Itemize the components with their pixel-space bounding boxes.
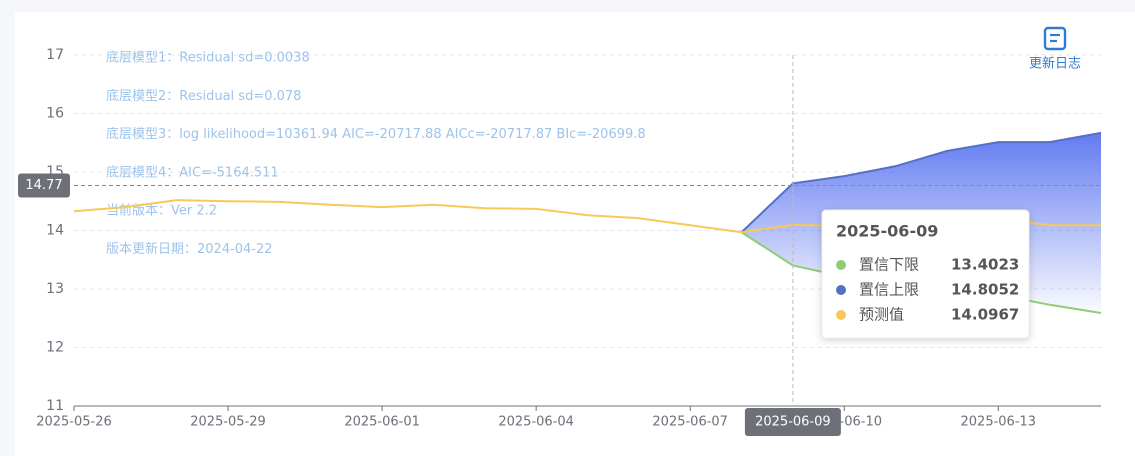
tooltip-name: 置信下限 bbox=[859, 256, 919, 274]
x-tick-label: 2025-06-04 bbox=[498, 415, 574, 430]
tooltip-title: 2025-06-09 bbox=[836, 222, 938, 241]
tooltip-value: 14.0967 bbox=[951, 306, 1019, 324]
annotation: 当前版本：Ver 2.2 bbox=[106, 203, 217, 219]
tooltip-marker bbox=[836, 285, 846, 295]
series-line bbox=[740, 131, 1102, 233]
y-tick-label: 12 bbox=[46, 340, 64, 356]
tooltip-name: 置信上限 bbox=[859, 281, 919, 299]
y-tick-label: 16 bbox=[46, 106, 64, 122]
pointer-x-box bbox=[744, 408, 841, 436]
y-tick-label: 11 bbox=[46, 398, 64, 414]
y-tick-label: 14 bbox=[46, 223, 64, 239]
pointer-y-box bbox=[18, 173, 70, 198]
tooltip-value: 13.4023 bbox=[951, 256, 1019, 274]
tooltip-marker bbox=[836, 260, 846, 270]
x-tick-label: 2025-06-01 bbox=[344, 415, 420, 430]
x-tick-label: 2025-05-26 bbox=[36, 415, 112, 430]
tooltip-value: 14.8052 bbox=[951, 281, 1019, 299]
pointer-x-label: 2025-06-09 bbox=[755, 415, 831, 430]
y-tick-label: 13 bbox=[46, 281, 64, 297]
annotation: 底层模型1：Residual sd=0.0038 bbox=[106, 50, 310, 66]
annotation: 底层模型2：Residual sd=0.078 bbox=[106, 88, 301, 104]
y-tick-label: 17 bbox=[46, 47, 64, 63]
x-tick-label: 2025-06-13 bbox=[961, 415, 1037, 430]
x-tick-label: 2025-06-07 bbox=[652, 415, 728, 430]
toolbox-label[interactable]: 更新日志 bbox=[1029, 56, 1081, 72]
tooltip-marker bbox=[836, 310, 846, 320]
tooltip bbox=[821, 209, 1030, 339]
toolbox-button[interactable]: 更新日志 bbox=[1029, 26, 1081, 72]
x-tick-label: 2025-05-29 bbox=[190, 415, 266, 430]
tooltip-name: 预测值 bbox=[859, 306, 904, 324]
annotation: 底层模型4：AIC=-5164.511 bbox=[106, 164, 279, 180]
annotation: 版本更新日期：2024-04-22 bbox=[106, 241, 273, 257]
annotation: 底层模型3：log likelihood=10361.94 AIC=-20717… bbox=[106, 126, 646, 142]
pointer-y-label: 14.77 bbox=[25, 178, 62, 193]
